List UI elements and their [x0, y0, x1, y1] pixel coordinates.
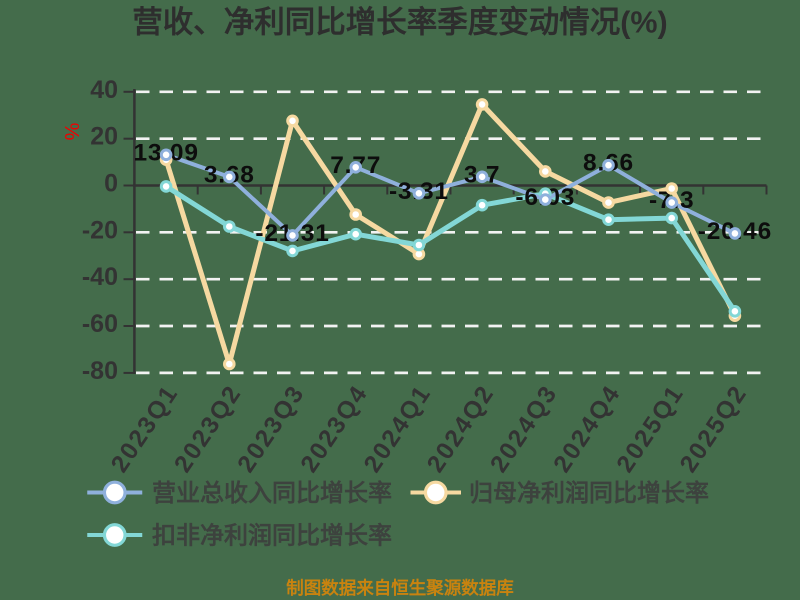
svg-text:营业总收入同比增长率: 营业总收入同比增长率	[152, 479, 392, 507]
svg-text:-20: -20	[82, 216, 118, 244]
svg-text:20: 20	[90, 123, 118, 151]
svg-text:-40: -40	[82, 263, 118, 291]
svg-text:-80: -80	[82, 357, 118, 385]
svg-text:%: %	[60, 123, 82, 141]
svg-text:0: 0	[104, 170, 118, 198]
svg-text:-60: -60	[82, 310, 118, 338]
svg-text:归母净利润同比增长率: 归母净利润同比增长率	[469, 479, 709, 507]
svg-text:扣非净利润同比增长率: 扣非净利润同比增长率	[152, 522, 392, 550]
svg-text:营收、净利同比增长率季度变动情况(%): 营收、净利同比增长率季度变动情况(%)	[132, 5, 667, 40]
svg-text:制图数据来自恒生聚源数据库: 制图数据来自恒生聚源数据库	[286, 578, 514, 598]
svg-text:40: 40	[90, 76, 118, 104]
